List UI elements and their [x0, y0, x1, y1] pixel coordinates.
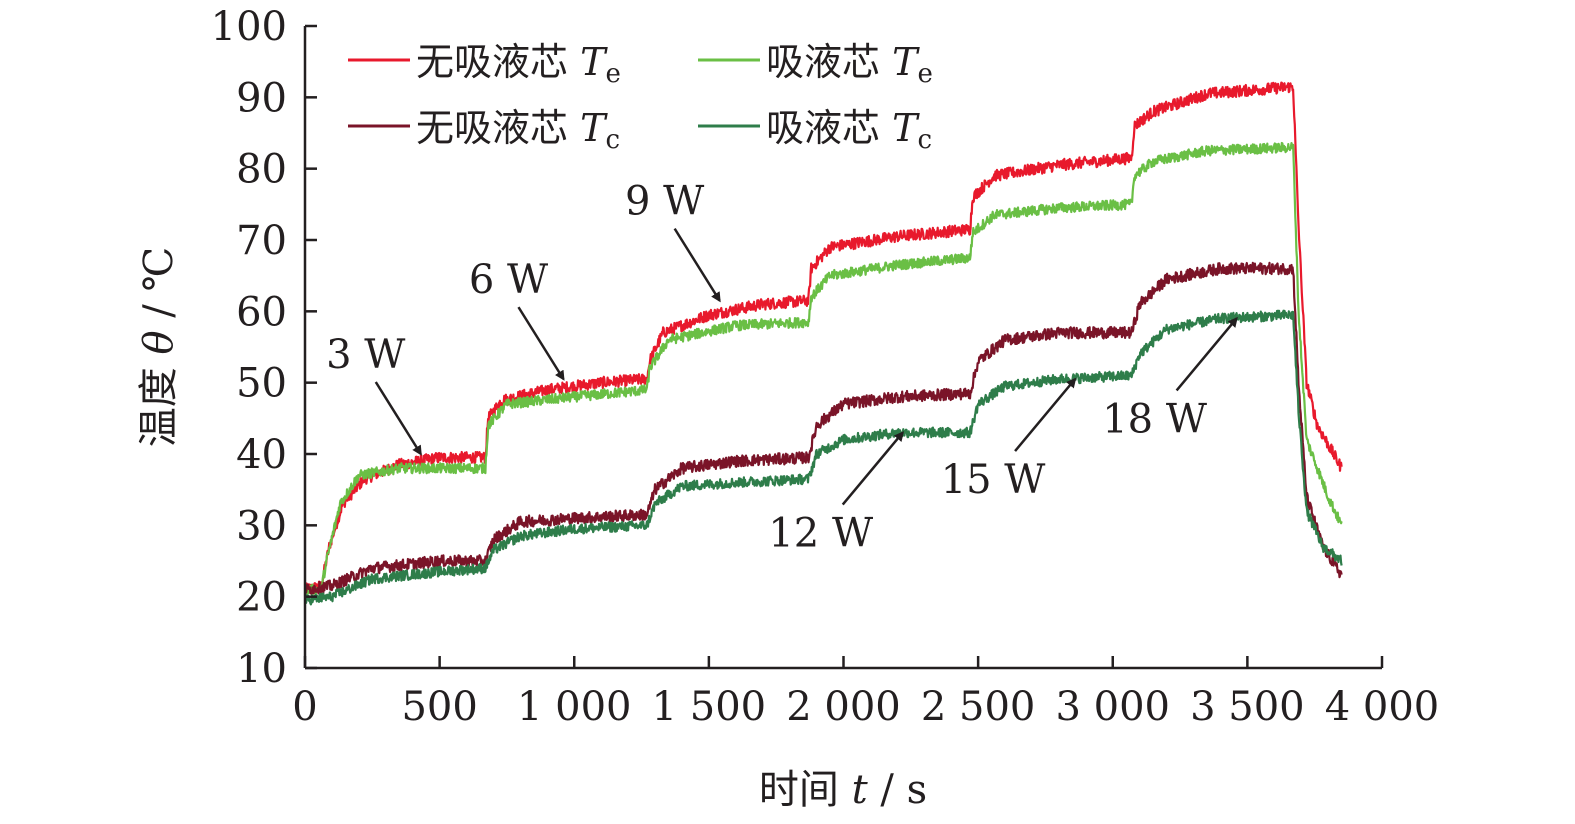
annotation-arrow: [517, 306, 565, 381]
annotation-arrow: [1014, 377, 1077, 452]
x-tick-label: 3 000: [1055, 684, 1170, 730]
x-ticks: 0 500 1 000 1 500 2 000 2 500 3 000 3 500 4 000: [292, 656, 1439, 730]
series-line-3: [304, 261, 1343, 595]
x-tick-label: 2 500: [921, 684, 1036, 730]
x-tick-label: 2 000: [786, 684, 901, 730]
x-tick-label: 1 000: [517, 684, 632, 730]
annotation-arrow: [1175, 316, 1238, 392]
legend-label: 无吸液芯 Tc: [416, 106, 620, 155]
y-tick-label: 60: [236, 289, 287, 335]
annotation-label: 15 W: [941, 457, 1046, 503]
y-axis-title: 温度 θ / ℃: [136, 247, 182, 447]
legend-label: 无吸液芯 Te: [416, 40, 621, 89]
y-tick-label: 50: [236, 361, 287, 407]
x-axis-title-name: 时间: [759, 767, 839, 813]
x-axis-title: 时间 t / s: [759, 767, 927, 813]
x-axis-title-var: t: [852, 767, 869, 813]
y-tick-label: 30: [236, 503, 287, 549]
annotation-label: 18 W: [1102, 396, 1207, 442]
y-tick-label: 90: [236, 75, 287, 121]
series-line-4: [303, 309, 1343, 606]
y-ticks: 10 20 30 40 50 60 70 80 90 100: [211, 4, 317, 692]
y-axis-title-var: θ: [136, 330, 182, 354]
x-tick-label: 500: [401, 684, 477, 730]
plot-series: [303, 81, 1343, 606]
annotation-label: 9 W: [625, 179, 704, 225]
y-tick-label: 70: [236, 218, 287, 264]
legend-label: 吸液芯 Tc: [766, 106, 932, 155]
legend: 无吸液芯 Te 吸液芯 Te 无吸液芯 Tc 吸液芯 Tc: [348, 40, 933, 155]
x-axis-title-unit: s: [907, 767, 928, 813]
annotation-label: 12 W: [768, 511, 873, 557]
annotation-label: 3 W: [326, 332, 405, 378]
y-tick-label: 40: [236, 432, 287, 478]
x-tick-label: 0: [292, 684, 317, 730]
y-axis-title-name: 温度: [136, 367, 182, 447]
annotations: 3 W 6 W 9 W 12 W 15 W 18 W: [326, 179, 1238, 557]
series-line-2: [303, 141, 1343, 596]
y-tick-label: 80: [236, 147, 287, 193]
y-tick-label: 100: [211, 4, 287, 50]
legend-label: 吸液芯 Te: [766, 40, 933, 89]
annotation-arrow: [841, 431, 905, 506]
x-tick-label: 3 500: [1190, 684, 1305, 730]
annotation-arrow: [374, 381, 422, 456]
annotation-label: 6 W: [469, 257, 548, 303]
x-tick-label: 4 000: [1325, 684, 1440, 730]
y-axis-title-unit: ℃: [136, 247, 182, 292]
y-tick-label: 20: [236, 575, 287, 621]
series-line-1: [303, 81, 1343, 594]
annotation-arrow: [673, 227, 721, 303]
x-tick-label: 1 500: [652, 684, 767, 730]
y-tick-label: 10: [236, 646, 287, 692]
